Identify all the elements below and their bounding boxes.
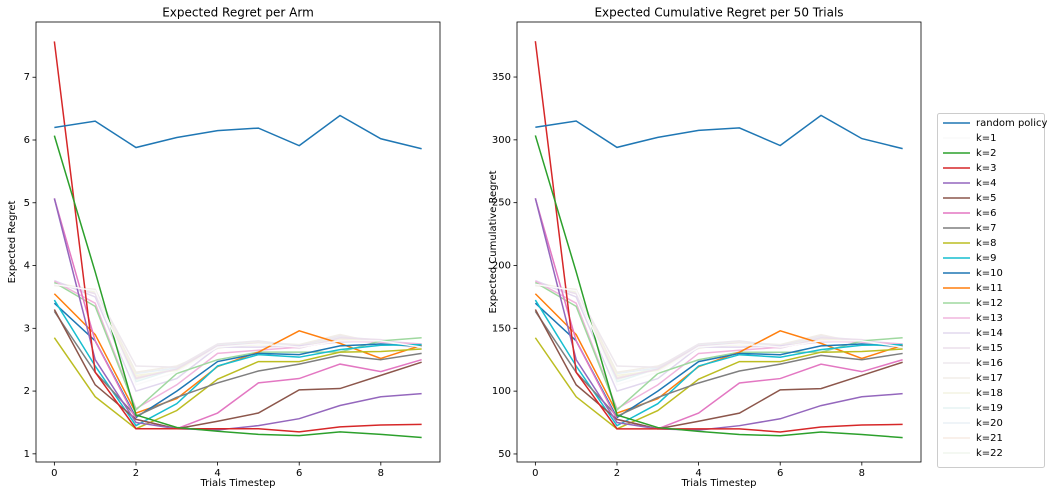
legend-label: k=4 <box>976 178 997 189</box>
series-line <box>534 299 903 427</box>
series-line <box>534 41 903 433</box>
chart-title: Expected Regret per Arm <box>162 6 314 20</box>
x-tick-label: 2 <box>614 468 620 479</box>
legend-label: k=11 <box>976 283 1003 294</box>
y-tick-label: 50 <box>498 449 511 460</box>
series-line <box>534 293 903 415</box>
legend-label: k=20 <box>976 418 1003 429</box>
legend-label: k=21 <box>976 433 1003 444</box>
series-line <box>534 310 903 418</box>
x-tick-label: 6 <box>296 468 302 479</box>
x-tick-label: 2 <box>133 468 139 479</box>
x-tick-label: 4 <box>214 468 220 479</box>
legend-label: k=15 <box>976 343 1003 354</box>
y-tick-label: 150 <box>492 323 511 334</box>
legend-label: k=7 <box>976 223 997 234</box>
y-tick-label: 350 <box>492 72 511 83</box>
series-line <box>53 198 422 431</box>
series-line <box>53 41 422 433</box>
series-line <box>54 283 422 386</box>
axes-frame <box>35 21 441 463</box>
y-tick-label: 3 <box>24 323 30 334</box>
legend-label: k=10 <box>976 268 1003 279</box>
legend-label: k=2 <box>976 148 997 159</box>
series-line <box>534 337 903 430</box>
y-tick-label: 250 <box>492 198 511 209</box>
series-line <box>53 310 422 418</box>
legend-label: k=12 <box>976 298 1003 309</box>
axes-frame <box>516 21 922 463</box>
legend-label: k=1 <box>976 133 997 144</box>
series-line <box>534 135 903 439</box>
legend-label: k=13 <box>976 313 1003 324</box>
legend-box <box>937 113 1045 468</box>
y-tick-label: 300 <box>492 135 511 146</box>
series-line <box>535 283 903 386</box>
series-line <box>535 114 903 150</box>
legend-label: random policy <box>976 118 1047 129</box>
legend-label: k=17 <box>976 373 1003 384</box>
y-tick-label: 200 <box>492 260 511 271</box>
x-tick-label: 0 <box>51 468 57 479</box>
x-tick-label: 8 <box>378 468 384 479</box>
y-tick-label: 6 <box>24 135 30 146</box>
y-tick-label: 4 <box>24 261 30 272</box>
legend-label: k=14 <box>976 328 1003 339</box>
series-line <box>534 198 903 431</box>
series-line <box>53 135 422 439</box>
series-line <box>53 309 422 430</box>
series-line <box>53 281 422 412</box>
series-line <box>534 198 903 430</box>
y-tick-label: 100 <box>492 386 511 397</box>
series-line <box>54 114 422 150</box>
y-axis-label: Expected Regret <box>7 201 18 284</box>
plot-area <box>517 22 921 462</box>
legend-label: k=3 <box>976 163 997 174</box>
legend-label: k=22 <box>976 448 1003 459</box>
series-line <box>534 281 903 412</box>
y-axis-label: Expected Cumulative Regret <box>488 170 499 313</box>
series-line <box>53 299 422 427</box>
legend-label: k=8 <box>976 238 997 249</box>
x-tick-label: 6 <box>777 468 783 479</box>
y-tick-label: 5 <box>24 198 30 209</box>
y-tick-label: 1 <box>24 449 30 460</box>
series-line <box>53 293 422 414</box>
legend-label: k=18 <box>976 388 1003 399</box>
plot-area <box>36 22 440 462</box>
y-tick-label: 7 <box>24 72 30 83</box>
legend-label: k=9 <box>976 253 997 264</box>
x-axis-label: Trials Timestep <box>681 478 757 489</box>
x-tick-label: 0 <box>532 468 538 479</box>
legend-label: k=16 <box>976 358 1003 369</box>
series-line <box>534 309 903 430</box>
chart-title: Expected Cumulative Regret per 50 Trials <box>594 6 843 20</box>
x-axis-label: Trials Timestep <box>200 478 276 489</box>
legend-label: k=5 <box>976 193 997 204</box>
legend-label: k=6 <box>976 208 997 219</box>
x-tick-label: 4 <box>695 468 701 479</box>
y-tick-label: 2 <box>24 386 30 397</box>
x-tick-label: 8 <box>859 468 865 479</box>
series-line <box>53 337 422 430</box>
series-line <box>53 198 422 430</box>
legend-label: k=19 <box>976 403 1003 414</box>
